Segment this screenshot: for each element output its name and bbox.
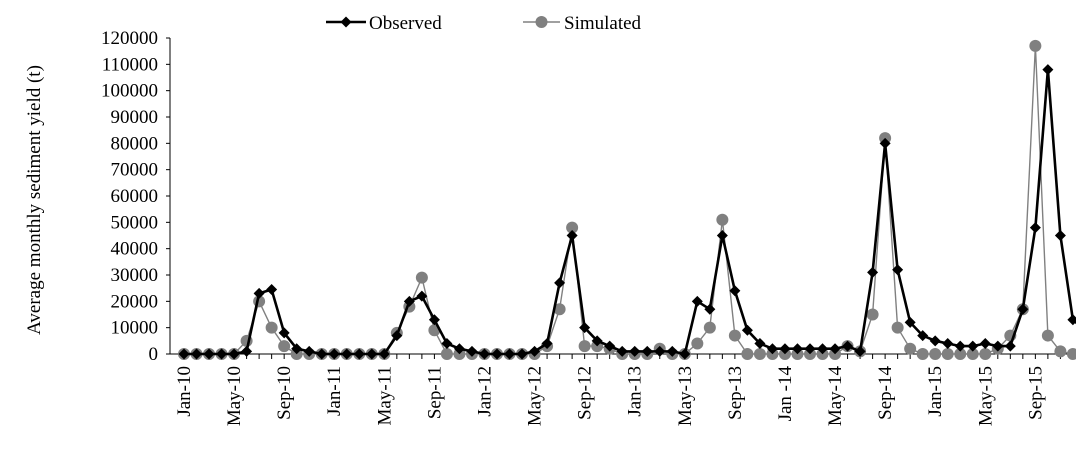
data-point-observed bbox=[1042, 64, 1053, 75]
legend-label: Observed bbox=[369, 13, 442, 34]
legend-label: Simulated bbox=[564, 13, 642, 34]
data-point-simulated bbox=[441, 348, 453, 360]
x-tick-label: Sep-15 bbox=[1025, 366, 1046, 420]
y-axis-title: Average monthly sediment yield (t) bbox=[24, 65, 45, 335]
y-tick-label: 110000 bbox=[102, 54, 158, 75]
data-point-observed bbox=[1055, 230, 1066, 241]
data-point-simulated bbox=[1042, 330, 1054, 342]
data-point-simulated bbox=[867, 309, 879, 321]
data-point-simulated bbox=[942, 348, 954, 360]
data-point-simulated bbox=[416, 272, 428, 284]
data-point-observed bbox=[266, 284, 277, 295]
x-tick-label: Sep-11 bbox=[424, 366, 445, 419]
x-tick-label: Jan-13 bbox=[625, 366, 646, 417]
data-point-observed bbox=[241, 346, 252, 357]
data-point-simulated bbox=[1067, 348, 1076, 360]
legend-marker bbox=[536, 16, 548, 28]
series-observed bbox=[179, 64, 1076, 359]
x-tick-label: Jan-11 bbox=[324, 366, 345, 416]
y-tick-label: 90000 bbox=[111, 107, 159, 128]
x-tick-label: Sep-10 bbox=[274, 366, 295, 420]
y-tick-label: 60000 bbox=[111, 186, 159, 207]
series-line-observed bbox=[184, 70, 1076, 354]
x-tick-label: May-12 bbox=[525, 366, 546, 426]
data-point-observed bbox=[1005, 341, 1016, 352]
data-point-simulated bbox=[1054, 345, 1066, 357]
legend-item-observed: Observed bbox=[326, 13, 442, 34]
data-point-simulated bbox=[691, 337, 703, 349]
y-tick-label: 120000 bbox=[101, 28, 158, 49]
x-tick-label: Jan-10 bbox=[174, 366, 195, 417]
data-point-simulated bbox=[729, 330, 741, 342]
x-tick-label: Sep-13 bbox=[725, 366, 746, 420]
data-point-observed bbox=[930, 335, 941, 346]
y-tick-labels: 0 10000 20000 30000 40000 50000 60000 70000 8000… bbox=[101, 28, 158, 365]
data-point-simulated bbox=[754, 348, 766, 360]
series-lines bbox=[178, 40, 1076, 360]
data-point-simulated bbox=[1029, 40, 1041, 52]
legend: Observed Simulated bbox=[326, 13, 642, 34]
data-point-observed bbox=[717, 230, 728, 241]
legend-marker bbox=[341, 17, 352, 28]
y-tick-label: 100000 bbox=[101, 81, 158, 102]
data-point-simulated bbox=[741, 348, 753, 360]
data-point-observed bbox=[1067, 314, 1076, 325]
y-tick-label: 70000 bbox=[111, 160, 159, 181]
data-point-observed bbox=[942, 338, 953, 349]
y-tick-label: 80000 bbox=[111, 133, 159, 154]
data-point-simulated bbox=[929, 348, 941, 360]
series-line-simulated bbox=[184, 46, 1076, 354]
x-tick-label: May-11 bbox=[374, 366, 395, 425]
data-point-simulated bbox=[917, 348, 929, 360]
data-point-simulated bbox=[579, 340, 591, 352]
x-tick-label: Jan-15 bbox=[925, 366, 946, 417]
x-tick-label: Jan -14 bbox=[775, 366, 796, 422]
data-point-simulated bbox=[716, 214, 728, 226]
x-tick-label: Sep-14 bbox=[875, 366, 896, 420]
data-point-observed bbox=[1030, 222, 1041, 233]
x-tick-labels: Jan-10 May-10 Sep-10 Jan-11 May-11 Sep-11 Jan-… bbox=[174, 366, 1046, 427]
axes bbox=[166, 38, 1076, 359]
x-tick-label: May-10 bbox=[224, 366, 245, 426]
series-simulated bbox=[178, 40, 1076, 360]
x-tick-label: May-15 bbox=[975, 366, 996, 426]
y-tick-label: 30000 bbox=[111, 265, 159, 286]
data-point-simulated bbox=[266, 322, 278, 334]
y-tick-label: 10000 bbox=[111, 318, 159, 339]
x-tick-label: May-14 bbox=[825, 366, 846, 427]
data-point-simulated bbox=[704, 322, 716, 334]
y-axis-title-group: Average monthly sediment yield (t) bbox=[24, 65, 45, 335]
y-tick-label: 0 bbox=[149, 344, 159, 365]
x-tick-label: May-13 bbox=[675, 366, 696, 426]
data-point-simulated bbox=[904, 343, 916, 355]
legend-item-simulated: Simulated bbox=[523, 13, 642, 34]
data-point-observed bbox=[980, 338, 991, 349]
data-point-simulated bbox=[892, 322, 904, 334]
data-point-simulated bbox=[278, 340, 290, 352]
y-tick-label: 20000 bbox=[111, 291, 159, 312]
data-point-simulated bbox=[979, 348, 991, 360]
y-tick-label: 40000 bbox=[111, 239, 159, 260]
y-tick-label: 50000 bbox=[111, 212, 159, 233]
x-tick-label: Sep-12 bbox=[575, 366, 596, 420]
x-tick-label: Jan-12 bbox=[474, 366, 495, 417]
